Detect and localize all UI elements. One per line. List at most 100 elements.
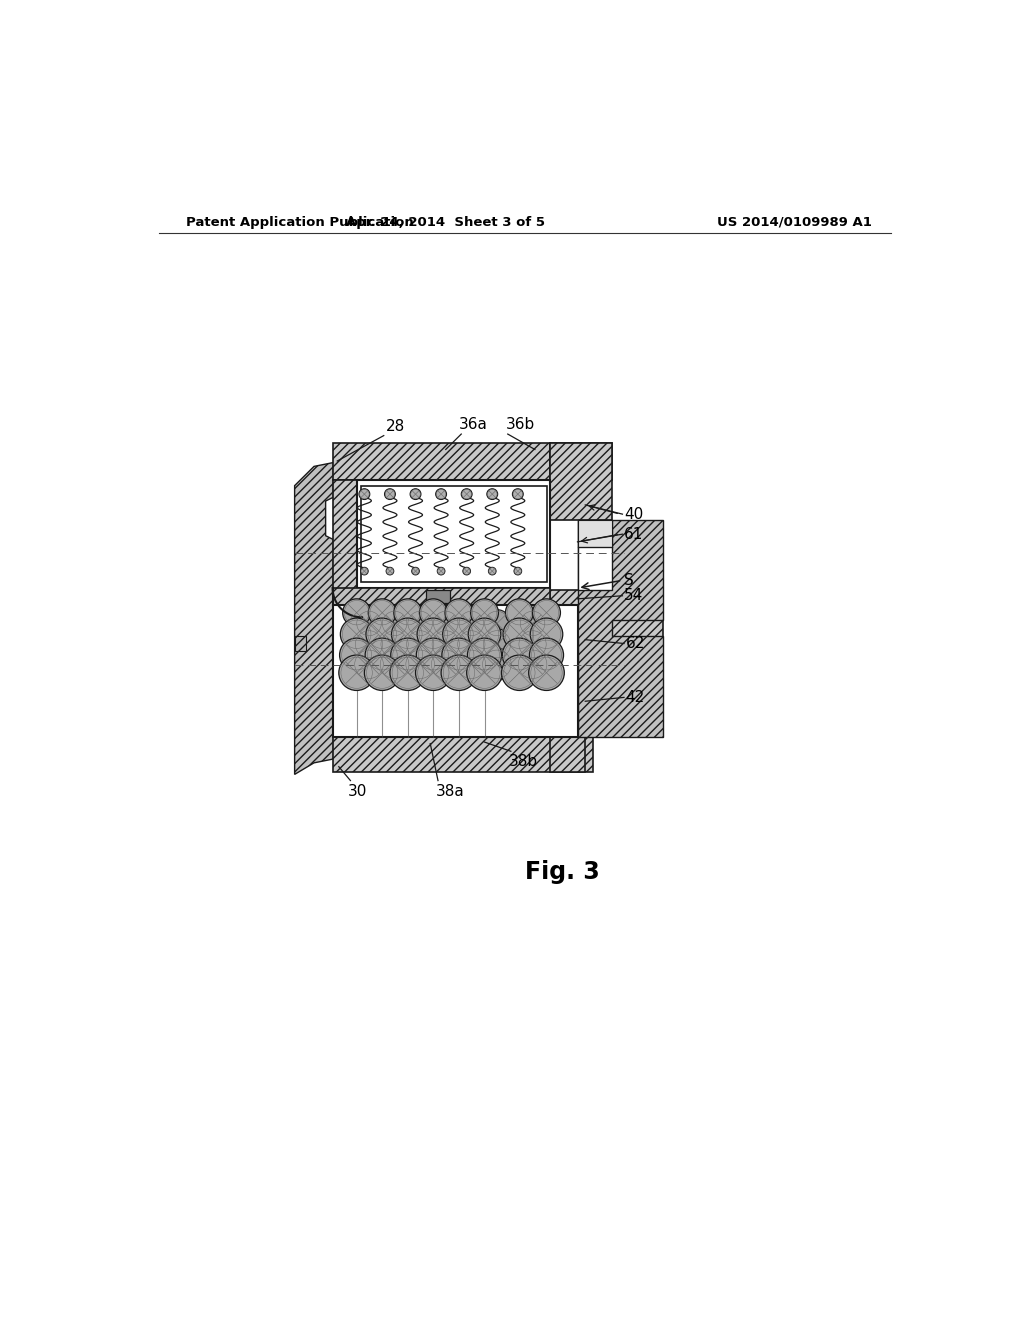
Circle shape	[488, 568, 496, 576]
Circle shape	[437, 568, 445, 576]
Circle shape	[381, 610, 409, 638]
Circle shape	[514, 568, 521, 576]
Circle shape	[506, 599, 534, 627]
Text: 38b: 38b	[509, 754, 539, 768]
Circle shape	[502, 655, 538, 690]
Circle shape	[343, 599, 371, 627]
Circle shape	[532, 599, 560, 627]
Polygon shape	[550, 520, 663, 738]
Bar	[334, 738, 593, 772]
Circle shape	[467, 655, 503, 690]
Circle shape	[369, 599, 396, 627]
Bar	[578, 520, 612, 548]
Polygon shape	[295, 462, 334, 775]
Circle shape	[416, 655, 452, 690]
Circle shape	[456, 628, 486, 660]
Circle shape	[441, 655, 477, 690]
Circle shape	[517, 628, 548, 660]
Circle shape	[403, 648, 436, 681]
Circle shape	[365, 655, 400, 690]
Bar	[550, 590, 612, 636]
Circle shape	[420, 599, 447, 627]
Circle shape	[410, 488, 421, 499]
Circle shape	[379, 628, 410, 660]
Circle shape	[503, 638, 537, 672]
Bar	[334, 444, 550, 480]
Circle shape	[390, 655, 426, 690]
Bar	[356, 480, 550, 589]
Circle shape	[385, 488, 395, 499]
Circle shape	[386, 568, 394, 576]
Circle shape	[360, 568, 369, 576]
Bar	[550, 738, 586, 772]
Text: 36a: 36a	[459, 417, 487, 432]
Circle shape	[359, 488, 370, 499]
Circle shape	[353, 628, 385, 660]
Text: Fig. 3: Fig. 3	[524, 859, 599, 884]
Circle shape	[352, 648, 385, 681]
Text: 40: 40	[624, 507, 643, 521]
Circle shape	[391, 618, 424, 651]
Bar	[550, 444, 612, 520]
Circle shape	[366, 638, 399, 672]
Circle shape	[391, 638, 425, 672]
Circle shape	[512, 488, 523, 499]
Circle shape	[404, 628, 435, 660]
Text: 62: 62	[626, 636, 645, 651]
Circle shape	[417, 638, 451, 672]
Text: 42: 42	[626, 690, 645, 705]
Circle shape	[340, 638, 374, 672]
Bar	[334, 480, 356, 738]
Circle shape	[340, 618, 373, 651]
Circle shape	[339, 655, 375, 690]
Circle shape	[483, 610, 511, 638]
Bar	[334, 589, 550, 605]
Circle shape	[429, 648, 462, 681]
Text: Apr. 24, 2014  Sheet 3 of 5: Apr. 24, 2014 Sheet 3 of 5	[346, 216, 545, 228]
Text: S: S	[624, 573, 634, 587]
Text: 28: 28	[386, 418, 406, 434]
Circle shape	[516, 648, 549, 681]
Circle shape	[503, 618, 536, 651]
Circle shape	[355, 610, 383, 638]
Circle shape	[442, 618, 475, 651]
Circle shape	[529, 638, 563, 672]
Circle shape	[442, 638, 476, 672]
Text: 30: 30	[347, 784, 367, 799]
Bar	[334, 605, 578, 738]
Bar	[360, 486, 547, 582]
Circle shape	[430, 628, 461, 660]
Text: 61: 61	[624, 527, 643, 541]
Circle shape	[467, 638, 502, 672]
Bar	[578, 520, 612, 590]
Bar	[550, 444, 612, 480]
Text: 54: 54	[624, 589, 643, 603]
Circle shape	[432, 610, 460, 638]
Text: Patent Application Publication: Patent Application Publication	[186, 216, 414, 228]
Bar	[578, 620, 663, 738]
Circle shape	[486, 488, 498, 499]
Polygon shape	[295, 636, 306, 651]
Bar	[426, 590, 450, 603]
Circle shape	[481, 628, 512, 660]
Circle shape	[530, 618, 563, 651]
Circle shape	[480, 648, 513, 681]
Circle shape	[455, 648, 487, 681]
Circle shape	[412, 568, 420, 576]
Circle shape	[366, 618, 398, 651]
Circle shape	[528, 655, 564, 690]
Circle shape	[378, 648, 411, 681]
Circle shape	[394, 599, 422, 627]
Circle shape	[417, 618, 450, 651]
Text: US 2014/0109989 A1: US 2014/0109989 A1	[717, 216, 871, 228]
Circle shape	[471, 599, 499, 627]
Circle shape	[518, 610, 547, 638]
Circle shape	[463, 568, 471, 576]
Text: 36b: 36b	[506, 417, 536, 432]
Circle shape	[435, 488, 446, 499]
Circle shape	[468, 618, 501, 651]
Circle shape	[445, 599, 473, 627]
Circle shape	[461, 488, 472, 499]
Text: 38a: 38a	[435, 784, 465, 799]
Circle shape	[458, 610, 485, 638]
